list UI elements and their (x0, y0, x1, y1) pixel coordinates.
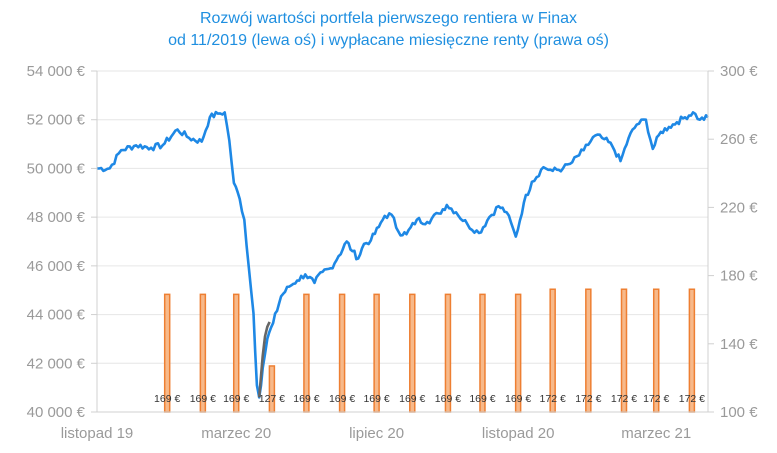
bar-value-label: 169 € (399, 393, 425, 405)
bar-value-label: 172 € (611, 393, 637, 405)
right-tick-label: 180 € (720, 268, 758, 285)
bar-value-label: 172 € (643, 393, 669, 405)
left-tick-label: 54 000 € (27, 63, 86, 80)
portfolio-dip-segment (257, 321, 271, 398)
bar-value-label: 169 € (505, 393, 531, 405)
right-tick-label: 100 € (720, 404, 758, 421)
portfolio-line-series (96, 110, 709, 399)
left-tick-label: 46 000 € (27, 258, 86, 275)
bar-value-label: 169 € (293, 393, 319, 405)
bar-value-label: 169 € (223, 393, 249, 405)
bar-data-labels: 169 € 169 € 169 € 127 € 169 € 169 € 169 € 169 €… (154, 393, 705, 405)
x-tick-label: lipiec 20 (349, 425, 404, 442)
left-tick-label: 50 000 € (27, 160, 86, 177)
left-tick-label: 40 000 € (27, 404, 86, 421)
x-tick-label: listopad 20 (482, 425, 555, 442)
right-tick-label: 300 € (720, 63, 758, 80)
bar-value-label: 169 € (190, 393, 216, 405)
x-tick-label: marzec 21 (621, 425, 691, 442)
bar-value-label: 127 € (259, 393, 285, 405)
right-tick-label: 140 € (720, 336, 758, 353)
bar-value-label: 169 € (435, 393, 461, 405)
bar-value-label: 172 € (575, 393, 601, 405)
left-tick-label: 52 000 € (27, 112, 86, 129)
chart-title-line-2: od 11/2019 (lewa oś) i wypłacane miesięc… (168, 32, 609, 49)
gridlines (97, 70, 708, 413)
x-tick-label: listopad 19 (61, 425, 134, 442)
right-tick-label: 220 € (720, 199, 758, 216)
left-tick-label: 44 000 € (27, 307, 86, 324)
x-tick-label: marzec 20 (201, 425, 271, 442)
bar-value-label: 169 € (469, 393, 495, 405)
left-tick-label: 48 000 € (27, 209, 86, 226)
left-tick-label: 42 000 € (27, 355, 86, 372)
bar-value-label: 172 € (540, 393, 566, 405)
axes: 40 000 € 42 000 € 44 000 € 46 000 € 48 000 €… (27, 63, 759, 442)
right-tick-label: 260 € (720, 131, 758, 148)
chart-title-line-1: Rozwój wartości portfela pierwszego rent… (199, 10, 578, 27)
bar-value-label: 169 € (329, 393, 355, 405)
bar-value-label: 169 € (363, 393, 389, 405)
bar-value-label: 169 € (154, 393, 180, 405)
rent-bar (268, 365, 276, 413)
bar-value-label: 172 € (679, 393, 705, 405)
portfolio-value-line (96, 110, 709, 399)
